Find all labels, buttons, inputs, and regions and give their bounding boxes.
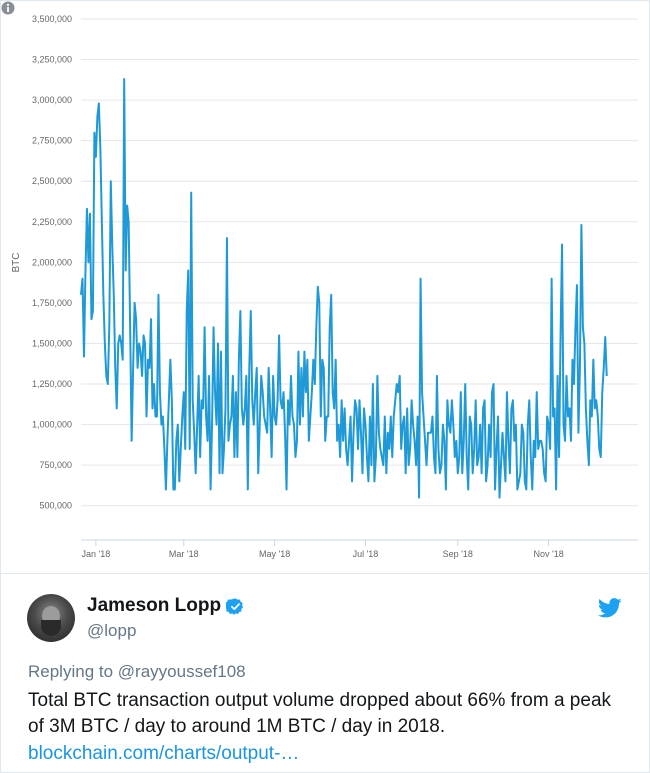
y-tick-label: 500,000: [39, 501, 72, 511]
x-tick-label: Mar '18: [169, 549, 199, 559]
avatar[interactable]: [27, 594, 75, 642]
y-tick-label: 3,000,000: [32, 95, 72, 105]
x-tick-label: Sep '18: [443, 549, 473, 559]
y-tick-label: 1,000,000: [32, 420, 72, 430]
y-tick-label: 750,000: [39, 460, 72, 470]
x-tick-label: Jan '18: [82, 549, 111, 559]
reply-mention-link[interactable]: @rayyoussef108: [117, 662, 246, 681]
y-tick-label: 2,250,000: [32, 217, 72, 227]
series-line: [80, 78, 608, 499]
y-tick-label: 1,750,000: [32, 298, 72, 308]
author-handle[interactable]: @lopp: [87, 621, 137, 640]
y-axis-label: BTC: [11, 253, 22, 273]
avatar-beard: [41, 620, 61, 636]
y-tick-label: 2,500,000: [32, 176, 72, 186]
y-tick-label: 3,250,000: [32, 55, 72, 65]
author-name[interactable]: Jameson Lopp: [87, 595, 222, 616]
x-tick-label: Jul '18: [353, 549, 379, 559]
reply-prefix: Replying to: [28, 662, 114, 681]
tweet-link[interactable]: blockchain.com/charts/output-…: [28, 743, 300, 764]
y-tick-label: 1,500,000: [32, 338, 72, 348]
tweet-text: Total BTC transaction output volume drop…: [28, 690, 612, 737]
y-tick-label: 1,250,000: [32, 379, 72, 389]
y-tick-label: 2,750,000: [32, 136, 72, 146]
twitter-bird-icon[interactable]: [598, 598, 622, 618]
x-tick-label: Nov '18: [534, 549, 564, 559]
x-tick-label: May '18: [259, 549, 290, 559]
verified-badge-icon: [226, 597, 244, 615]
author-row: Jameson Lopp: [87, 595, 245, 617]
y-tick-label: 3,500,000: [32, 14, 72, 24]
y-tick-label: 2,000,000: [32, 257, 72, 267]
reply-context: Replying to @rayyoussef108: [28, 662, 246, 682]
info-circle-icon[interactable]: [1, 1, 15, 15]
chart-divider: [1, 573, 650, 574]
output-volume-chart: 3,500,000 3,250,000 3,000,000 2,750,000 2,50…: [11, 14, 638, 559]
chart-container: 3,500,000 3,250,000 3,000,000 2,750,000 2,50…: [1, 1, 649, 573]
